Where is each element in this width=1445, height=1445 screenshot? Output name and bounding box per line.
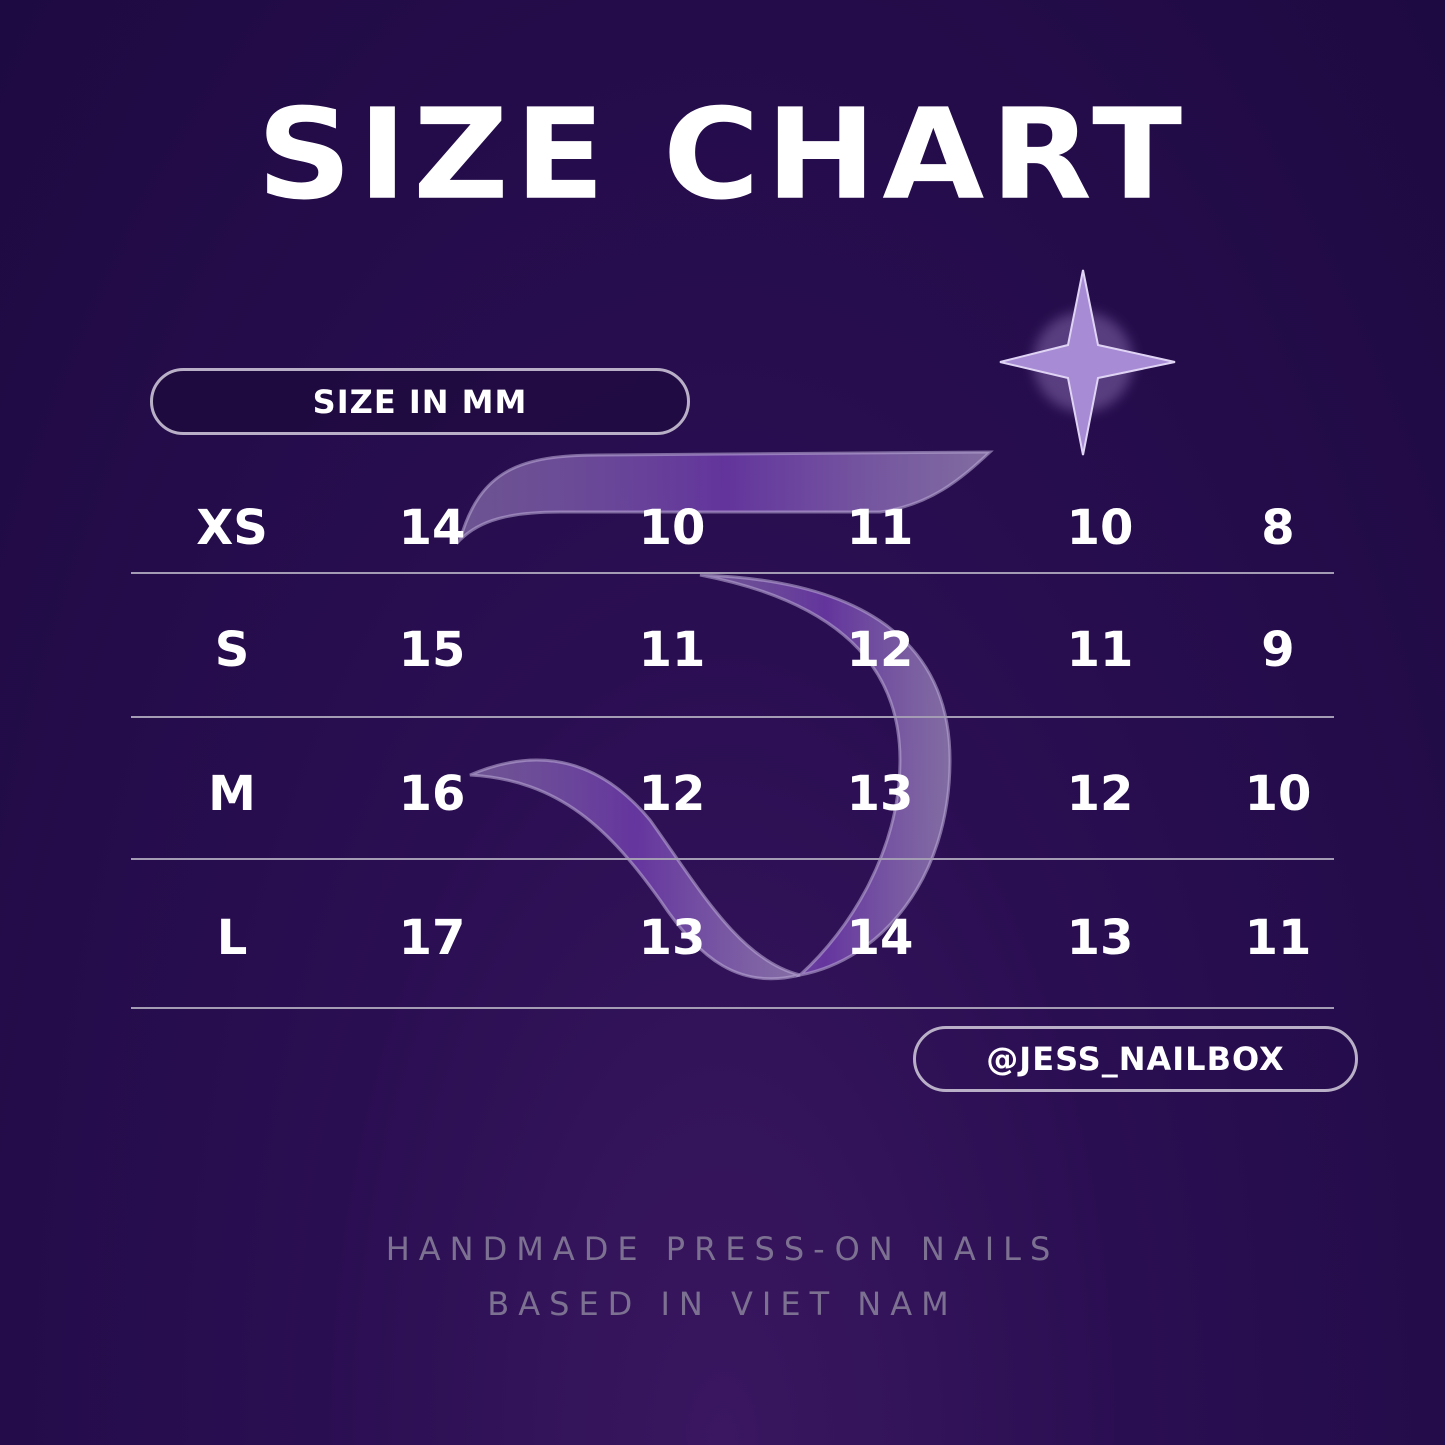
size-label: XS (196, 500, 268, 556)
size-value: 9 (1261, 622, 1295, 678)
size-value: 10 (638, 500, 706, 556)
table-row: M 16 12 13 12 10 (0, 766, 1445, 826)
table-row: L 17 13 14 13 11 (0, 910, 1445, 970)
size-value: 14 (398, 500, 466, 556)
sparkle-icon (999, 269, 1176, 456)
size-value: 13 (846, 766, 914, 822)
size-value: 11 (1066, 622, 1134, 678)
size-value: 11 (1244, 910, 1312, 966)
size-value: 11 (638, 622, 706, 678)
size-label: S (214, 622, 250, 678)
size-value: 15 (398, 622, 466, 678)
size-value: 12 (638, 766, 706, 822)
swoosh-shape (456, 450, 994, 981)
size-value: 10 (1244, 766, 1312, 822)
page-title: SIZE CHART (256, 81, 1189, 229)
size-value: 16 (398, 766, 466, 822)
row-divider (131, 858, 1334, 860)
size-value: 14 (846, 910, 914, 966)
unit-label-pill: SIZE IN MM (150, 368, 690, 435)
size-value: 12 (1066, 766, 1134, 822)
size-value: 17 (398, 910, 466, 966)
size-label: L (216, 910, 248, 966)
footer-line-1: HANDMADE PRESS-ON NAILS (385, 1230, 1060, 1268)
size-value: 11 (846, 500, 914, 556)
footer-line-2: BASED IN VIET NAM (487, 1285, 958, 1323)
size-label: M (208, 766, 256, 822)
size-value: 13 (638, 910, 706, 966)
size-value: 8 (1261, 500, 1295, 556)
row-divider (131, 1007, 1334, 1009)
table-row: XS 14 10 11 10 8 (0, 500, 1445, 560)
social-handle: @JESS_NAILBOX (986, 1040, 1285, 1078)
size-value: 10 (1066, 500, 1134, 556)
size-value: 12 (846, 622, 914, 678)
row-divider (131, 572, 1334, 574)
size-value: 13 (1066, 910, 1134, 966)
unit-label: SIZE IN MM (312, 382, 528, 421)
row-divider (131, 716, 1334, 718)
table-row: S 15 11 12 11 9 (0, 622, 1445, 682)
handle-pill: @JESS_NAILBOX (913, 1026, 1358, 1092)
